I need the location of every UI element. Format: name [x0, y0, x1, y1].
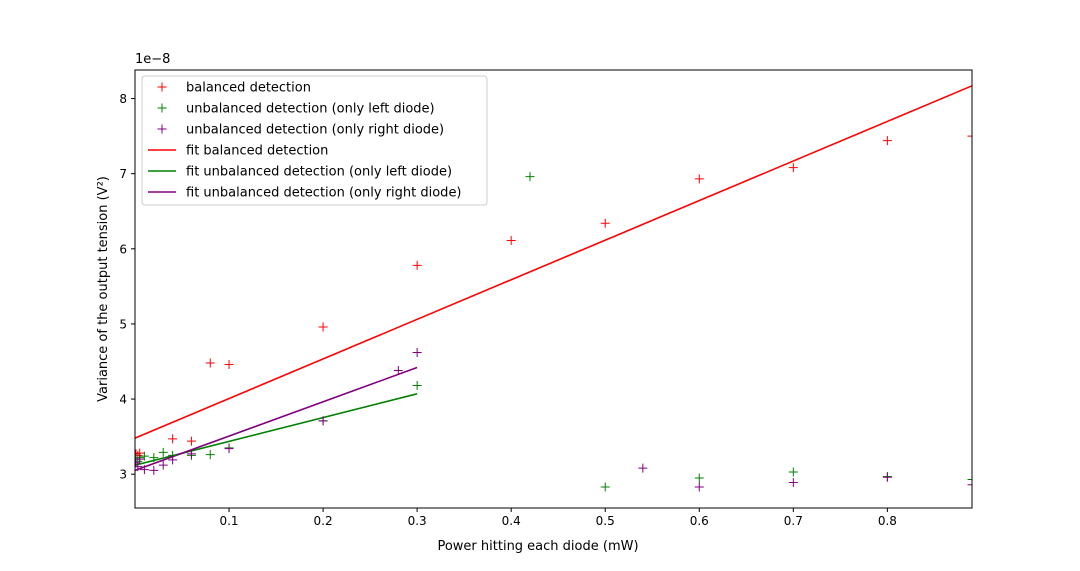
legend-label-1: unbalanced detection (only left diode) — [186, 102, 435, 117]
legend-marker-2 — [157, 124, 167, 134]
data-point-2 — [788, 477, 798, 487]
legend-label-5: fit unbalanced detection (only right dio… — [186, 186, 462, 201]
x-axis-label: Power hitting each diode (mW) — [437, 539, 638, 554]
data-point-2 — [135, 458, 141, 468]
data-point-0 — [205, 358, 215, 368]
data-point-2 — [135, 462, 143, 472]
data-point-0 — [168, 434, 178, 444]
legend-label-4: fit unbalanced detection (only left diod… — [186, 165, 452, 180]
data-point-2 — [149, 465, 159, 475]
x-tick-label: 0.5 — [596, 514, 615, 528]
y-axis-label: Variance of the output tension (V²) — [96, 176, 111, 402]
data-point-0 — [967, 131, 972, 141]
plot-frame — [134, 69, 973, 509]
y-tick-label: 4 — [119, 393, 127, 407]
fit-line-3 — [135, 85, 972, 439]
legend-label-2: unbalanced detection (only right diode) — [186, 123, 444, 138]
data-point-0 — [224, 360, 234, 370]
data-point-2 — [186, 449, 196, 459]
data-point-1 — [967, 474, 972, 484]
x-tick-label: 0.6 — [690, 514, 709, 528]
data-point-0 — [600, 218, 610, 228]
legend: balanced detection unbalanced detection (… — [141, 75, 488, 206]
data-point-2 — [882, 472, 892, 482]
data-point-1 — [600, 482, 610, 492]
axes-layer: 0.1 0.2 0.3 0.4 0.5 0.6 0.7 0.8 3 4 5 6 7 8 — [119, 92, 897, 528]
data-point-0 — [318, 322, 328, 332]
legend-label-0: balanced detection — [186, 81, 311, 96]
data-point-1 — [412, 381, 422, 391]
x-tick-label: 0.1 — [219, 514, 238, 528]
data-point-2 — [393, 366, 403, 376]
data-point-1 — [694, 473, 704, 483]
y-tick-label: 6 — [119, 242, 127, 256]
data-point-2 — [158, 460, 168, 470]
legend-marker-0 — [157, 82, 167, 92]
data-point-2 — [638, 463, 648, 473]
data-point-2 — [967, 480, 972, 490]
x-tick-label: 0.8 — [878, 514, 897, 528]
data-point-0 — [506, 236, 516, 246]
data-point-2 — [135, 454, 145, 464]
data-point-2 — [412, 347, 422, 357]
legend-marker-1 — [157, 103, 167, 113]
data-point-0 — [186, 436, 196, 446]
data-point-2 — [694, 482, 704, 492]
legend-label-3: fit balanced detection — [186, 144, 328, 159]
data-point-0 — [412, 260, 422, 270]
data-point-1 — [149, 453, 159, 463]
data-point-0 — [882, 136, 892, 146]
data-point-2 — [318, 416, 328, 426]
data-point-1 — [788, 467, 798, 477]
y-tick-label: 7 — [119, 167, 127, 181]
data-point-1 — [158, 447, 168, 457]
data-point-1 — [525, 172, 535, 182]
data-point-2 — [168, 455, 178, 465]
x-tick-label: 0.2 — [314, 514, 333, 528]
data-point-1 — [205, 450, 215, 460]
y-tick-label: 3 — [119, 468, 127, 482]
data-point-0 — [694, 174, 704, 184]
x-tick-label: 0.3 — [408, 514, 427, 528]
fit-line-5 — [135, 366, 418, 472]
y-tick-label: 5 — [119, 317, 127, 331]
y-offset-label: 1e−8 — [135, 52, 170, 67]
y-tick-label: 8 — [119, 92, 127, 106]
data-point-1 — [139, 451, 149, 461]
legend-box — [141, 75, 488, 206]
data-point-2 — [139, 465, 149, 475]
legend-items: balanced detection unbalanced detection (… — [148, 81, 462, 201]
data-point-2 — [224, 444, 234, 454]
data-point-0 — [788, 163, 798, 173]
x-tick-label: 0.4 — [502, 514, 521, 528]
x-tick-label: 0.7 — [784, 514, 803, 528]
series-layer — [135, 85, 972, 492]
